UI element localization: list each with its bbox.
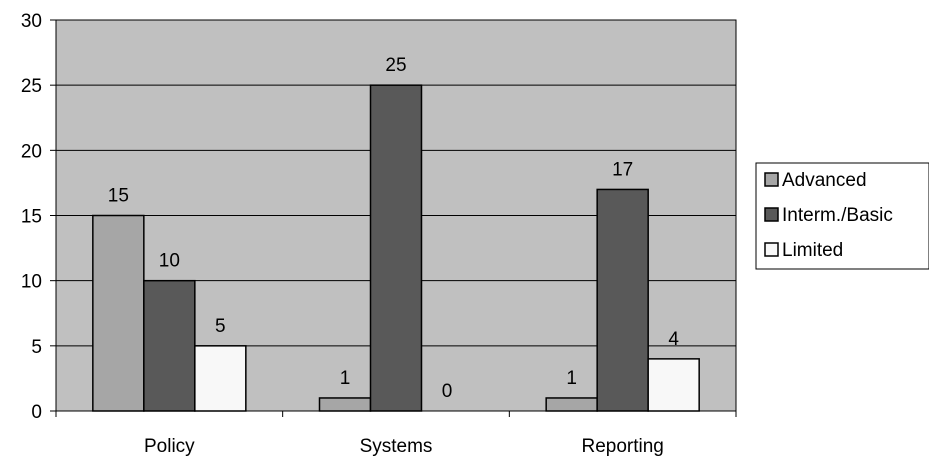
legend-swatch <box>764 242 779 257</box>
data-label: 17 <box>612 159 633 180</box>
data-label: 0 <box>442 381 453 402</box>
data-label: 10 <box>159 251 180 272</box>
category-label: Policy <box>144 436 195 457</box>
data-labels: 15 10 5 1 25 0 1 17 4 <box>108 55 680 402</box>
bar-limited-policy <box>194 345 247 412</box>
data-label: 4 <box>668 329 679 350</box>
category-label: Reporting <box>581 436 663 457</box>
y-tick-label: 5 <box>31 337 42 358</box>
bar-interm-basic-reporting <box>596 188 649 412</box>
y-tick-label: 10 <box>21 272 42 293</box>
legend-label: Limited <box>782 240 843 261</box>
data-label: 25 <box>385 55 406 76</box>
bar-limited-reporting <box>647 358 700 412</box>
data-label: 1 <box>566 368 577 389</box>
legend-swatch <box>764 172 779 187</box>
y-tick-label: 15 <box>21 207 42 228</box>
y-tick-label: 0 <box>31 402 42 423</box>
bar-interm-basic-systems <box>369 84 423 412</box>
legend-label: Advanced <box>782 170 867 191</box>
bar-interm-basic-policy <box>143 279 196 412</box>
y-axis: 0 5 10 15 20 25 30 <box>21 11 57 423</box>
y-tick-label: 30 <box>21 11 42 32</box>
legend: Advanced Interm./Basic Limited <box>755 162 929 270</box>
legend-label: Interm./Basic <box>782 205 893 226</box>
y-tick-label: 25 <box>21 76 42 97</box>
legend-swatch <box>764 207 779 222</box>
data-label: 5 <box>215 316 226 337</box>
bar-advanced-systems <box>318 397 372 412</box>
data-label: 15 <box>108 186 129 207</box>
category-label: Systems <box>360 436 433 457</box>
bar-advanced-policy <box>92 214 145 412</box>
x-axis: Policy Systems Reporting <box>55 410 737 457</box>
data-label: 1 <box>340 368 351 389</box>
bar-advanced-reporting <box>545 397 598 412</box>
legend-box <box>755 162 929 270</box>
y-tick-label: 20 <box>21 141 42 162</box>
